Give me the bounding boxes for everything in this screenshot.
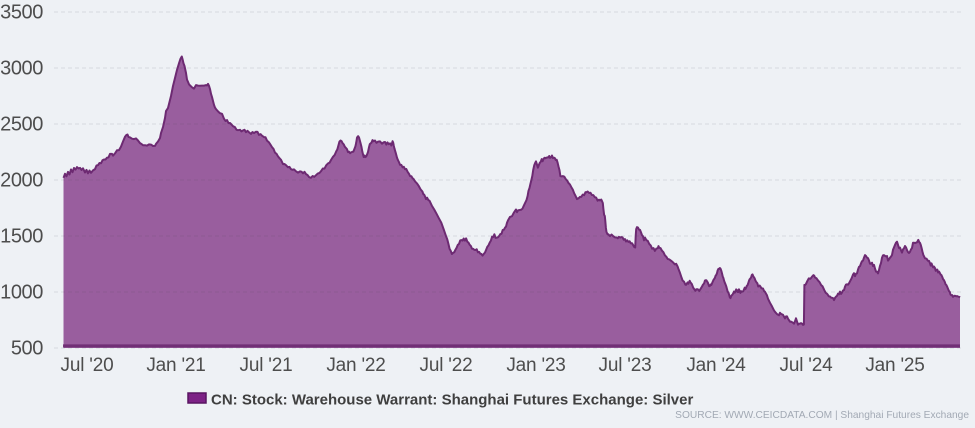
svg-text:CN: Stock: Warehouse Warrant:: CN: Stock: Warehouse Warrant: Shanghai F…: [211, 392, 693, 409]
svg-text:Jan '22: Jan '22: [326, 355, 385, 376]
svg-text:2000: 2000: [0, 170, 43, 192]
svg-text:3500: 3500: [0, 2, 43, 24]
svg-text:1000: 1000: [0, 282, 43, 304]
svg-text:Jan '25: Jan '25: [865, 355, 924, 376]
svg-text:Jul '22: Jul '22: [420, 355, 473, 376]
svg-text:2500: 2500: [0, 114, 43, 136]
svg-text:500: 500: [11, 338, 43, 360]
svg-text:1500: 1500: [0, 226, 43, 248]
svg-text:SOURCE: WWW.CEICDATA.COM | Sha: SOURCE: WWW.CEICDATA.COM | Shanghai Futu…: [675, 410, 969, 421]
svg-text:3000: 3000: [0, 58, 43, 80]
svg-text:Jan '23: Jan '23: [506, 355, 565, 376]
svg-text:Jan '24: Jan '24: [686, 355, 746, 376]
svg-text:Jul '24: Jul '24: [780, 355, 834, 376]
svg-text:Jul '23: Jul '23: [599, 355, 652, 376]
svg-text:Jan '21: Jan '21: [146, 355, 205, 376]
svg-text:Jul '21: Jul '21: [240, 355, 293, 376]
svg-text:Jul '20: Jul '20: [61, 355, 114, 376]
